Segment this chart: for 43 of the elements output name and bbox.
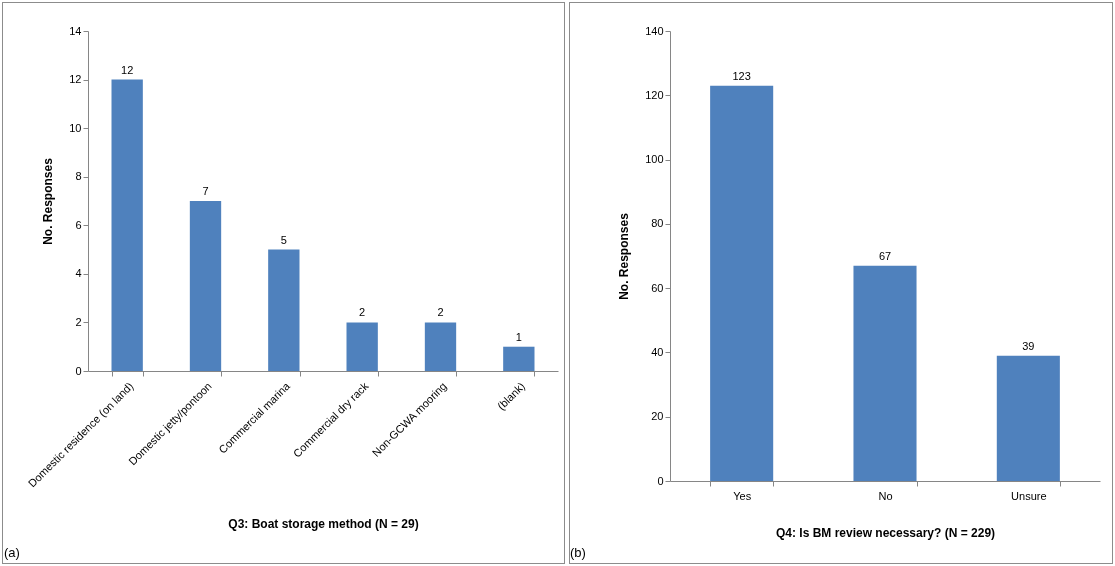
data-label: 123 bbox=[732, 69, 751, 82]
bar bbox=[710, 85, 774, 481]
y-tick-label: 12 bbox=[69, 73, 82, 86]
y-tick-label: 40 bbox=[651, 345, 664, 358]
data-label: 5 bbox=[280, 233, 287, 246]
data-label: 1 bbox=[515, 330, 522, 343]
text: (a) bbox=[4, 545, 20, 560]
y-tick-label: 60 bbox=[651, 281, 664, 294]
y-axis-title: No. Responses bbox=[41, 157, 56, 245]
y-tick-label: 8 bbox=[75, 170, 82, 183]
bar bbox=[189, 201, 222, 371]
y-tick-label: 4 bbox=[75, 267, 82, 280]
y-tick-label: 2 bbox=[75, 315, 82, 328]
x-tick-label: Yes bbox=[733, 489, 752, 502]
data-label: 7 bbox=[202, 185, 209, 197]
x-tick-label: Unsure bbox=[1011, 489, 1047, 502]
data-label: 2 bbox=[437, 306, 444, 319]
x-axis-title: Q3: Boat storage method (N = 29) bbox=[228, 517, 419, 532]
y-tick-label: 6 bbox=[75, 218, 82, 231]
y-tick-label: 100 bbox=[645, 153, 664, 166]
x-tick-label: No bbox=[878, 489, 893, 502]
y-tick-label: 120 bbox=[645, 88, 664, 101]
y-tick-label: 0 bbox=[75, 364, 82, 377]
y-tick-label: 140 bbox=[645, 24, 664, 37]
bar bbox=[346, 322, 378, 371]
y-tick-label: 20 bbox=[651, 410, 664, 423]
y-tick-label: 80 bbox=[651, 217, 664, 230]
y-tick-label: 10 bbox=[69, 121, 82, 134]
data-label: 39 bbox=[1022, 339, 1035, 352]
bar bbox=[853, 265, 917, 481]
bar bbox=[503, 346, 535, 371]
y-tick-label: 14 bbox=[69, 24, 82, 37]
data-label: 67 bbox=[878, 249, 892, 262]
data-label: 12 bbox=[121, 63, 134, 76]
y-tick-label: 0 bbox=[657, 474, 664, 487]
bar bbox=[424, 322, 457, 371]
x-axis-title: Q4: Is BM review necessary? (N = 229) bbox=[775, 525, 996, 540]
bar bbox=[996, 355, 1060, 481]
bar bbox=[111, 79, 143, 371]
y-axis-title: No. Responses bbox=[617, 212, 632, 300]
bar bbox=[268, 249, 300, 371]
text: (b) bbox=[570, 545, 586, 560]
data-label: 2 bbox=[359, 306, 366, 319]
